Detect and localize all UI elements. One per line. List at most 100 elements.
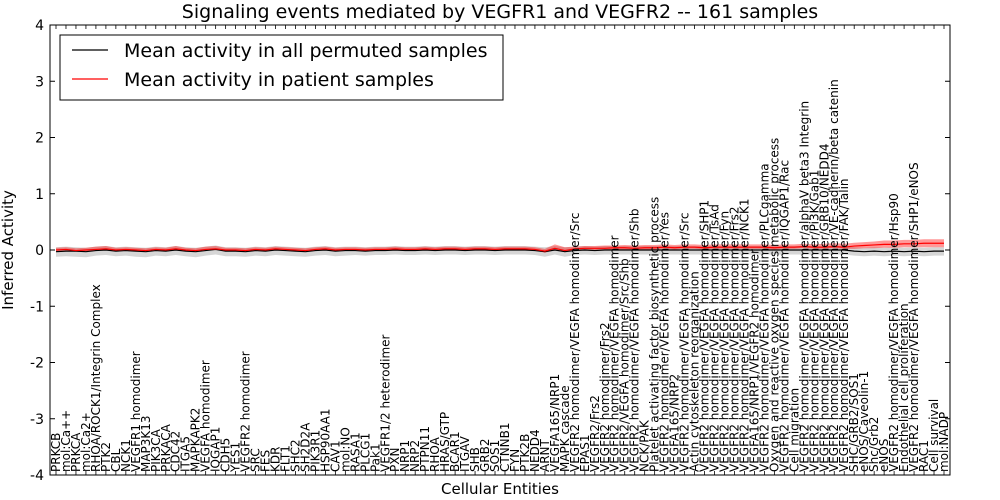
x-category-label: VEGFR2 homodimer/Frs2 [598, 322, 612, 472]
x-category-label: mol:Ca++ [59, 410, 73, 472]
x-category-label: PLCG1 [358, 433, 372, 472]
x-category-label: RAC1 [917, 440, 931, 472]
x-category-label: CDH5 [219, 438, 233, 472]
x-category-label: VEGFR2/VEGFA homodimer/Src/Shb [618, 258, 632, 472]
x-category-label: RHOA/ROCK1/Integrin Complex [89, 284, 103, 472]
x-category-label: FLT1 [278, 445, 292, 472]
x-category-label: Pak1 [368, 443, 382, 472]
x-category-label: SHC2 [288, 439, 302, 472]
x-category-label: CBL [109, 448, 123, 472]
legend: Mean activity in all permuted samples Me… [59, 34, 504, 101]
x-category-label: VEGFR2/Frs2 [588, 395, 602, 472]
x-category-label: Cell migration [787, 388, 801, 472]
x-category-label: Cell survival [927, 399, 941, 472]
x-category-label: PIK3CA [149, 428, 163, 472]
y-tick-label: -3 [30, 412, 44, 428]
x-category-label: SOS1 [488, 440, 502, 472]
x-category-label: VEGFA homodimer [199, 360, 213, 472]
y-tick-label: 3 [35, 74, 44, 90]
x-category-label: GRB2 [478, 438, 492, 472]
x-category-label: VEGFR2 homodimer/VEGFA homodimer [608, 235, 622, 472]
x-category-label: VEGFA165/NRP1 [548, 374, 562, 472]
x-category-label: NCK1 [119, 439, 133, 472]
x-category-label: Shc/Grb2 [867, 417, 881, 472]
x-category-label: VEGFR2 homodimer/VEGFA homodimer/FAK/Tal… [837, 178, 851, 472]
series-line-patient [55, 242, 944, 252]
x-category-label: YES1 [229, 442, 243, 473]
x-category-label: EPAS1 [578, 434, 592, 472]
x-category-label: VEGFR2 homodimer/VEGFA homodimer/GRB10/N… [817, 143, 831, 472]
x-category-label: SH2D2A [298, 422, 312, 472]
x-category-label: ARNT [538, 438, 552, 472]
x-category-label: VEGFR2 homodimer/VEGFA homodimer/Pi3K/Ga… [807, 170, 821, 472]
x-category-label: VEGFR2 homodimer/VEGFA homodimer/Shb [628, 209, 642, 473]
x-category-label: Platelet activating factor biosynthetic … [648, 197, 662, 472]
x-category-label: PRKACA [159, 423, 173, 472]
x-category-label: PXN [388, 448, 402, 472]
x-category-label: VEGFR1 homodimer [129, 351, 143, 472]
x-category-label: VEGFR2 homodimer/VEGFA homodimer/Fyn [717, 211, 731, 472]
x-axis-category-labels: PRKCBmol:Ca++PRKCAmol:Ca2+RHOA/ROCK1/Int… [49, 25, 951, 475]
x-category-label: VEGFR2 homodimer/VEGFA homodimer/Src [678, 212, 692, 472]
x-category-label: BCAR1 [448, 431, 462, 472]
x-category-label: MAPK cascade [558, 385, 572, 472]
y-tick-label: -2 [30, 356, 44, 372]
x-category-label: Endothelial cell proliferation [897, 303, 911, 472]
y-tick-label: 1 [35, 187, 44, 203]
x-category-label: HSP90AA1 [318, 408, 332, 472]
x-category-label: PRKCA [69, 432, 83, 472]
x-category-label: FYN [508, 449, 522, 472]
y-tick-label: 2 [35, 131, 44, 147]
x-category-label: VEGFR2 homodimer [239, 351, 253, 472]
x-category-label: RHOA [428, 436, 442, 472]
x-category-label: VEGFR2 homodimer/VEGFA homodimer/Frs2 [727, 207, 741, 473]
x-category-label: mol:Ca2+ [79, 412, 93, 472]
x-category-label: NRP1 [398, 440, 412, 472]
x-category-label: HRAS/GTP [438, 412, 452, 472]
y-axis-label: Inferred Activity [0, 190, 17, 310]
x-category-label: VEGFR2 homodimer/VEGFA homodimer/Hsp90 [887, 193, 901, 472]
x-category-label: VEGFA165/NRP1/VEGFR2 homodimer [747, 249, 761, 472]
x-category-label: CTNNB1 [498, 422, 512, 472]
y-tick-label: 0 [35, 243, 44, 259]
y-tick-label: -4 [30, 468, 44, 484]
x-category-label: SRC [249, 448, 263, 472]
x-category-label: ITGA5 [179, 436, 193, 472]
x-category-label: VEGFR1/2 heterodimer [378, 334, 392, 472]
x-category-label: PTK2 [99, 442, 113, 472]
lines-layer [55, 242, 944, 253]
x-category-label: VEGFR2 homodimer/VEGFA homodimer/TsAd [708, 204, 722, 472]
x-category-label: mol:NO [338, 427, 352, 472]
x-category-label: VEGFR2 homodimer/VEGFA homodimer/SHP1 [698, 200, 712, 472]
x-category-label: VEGFR2 homodimer/VEGFA homodimer/NCK1 [737, 198, 751, 472]
chart-title: Signaling events mediated by VEGFR1 and … [182, 1, 818, 23]
x-category-label: mol:NADP [937, 412, 951, 472]
x-axis-label: Cellular Entities [441, 480, 559, 498]
y-axis: -4 -3 -2 -1 0 1 2 3 4 [30, 18, 950, 484]
x-category-label: VEGFR2 homodimer/VEGFA homodimer/Src [568, 212, 582, 472]
x-category-label: eNOS [877, 439, 891, 472]
y-tick-label: 4 [35, 18, 44, 34]
plot-frame [49, 24, 951, 476]
legend-label-patient: Mean activity in patient samples [124, 69, 434, 91]
x-category-label: KDR [269, 447, 283, 472]
x-category-label: RASA1 [348, 432, 362, 472]
x-category-label: VEGFR2 homodimer/VEGFA homodimer/PLCgamm… [757, 163, 771, 472]
x-category-label: SHB [468, 447, 482, 472]
x-category-label: NRP2 [408, 440, 422, 472]
x-category-label: PRKCB [49, 433, 63, 472]
x-category-label: VEGFA165/NRP2 [668, 374, 682, 472]
series-line-permuted [55, 248, 944, 253]
x-category-label: SHC/GRB2/SOS1 [847, 373, 861, 472]
x-category-label: VEGFR2 homodimer/VEGFA homodimer/alphaV … [797, 101, 811, 472]
x-category-label: VEGFR2 homodimer/VEGFA homodimer/VE-cadh… [827, 79, 841, 472]
x-category-label: MAPKAPK2 [189, 408, 203, 472]
x-category-label: NEDD4 [528, 429, 542, 472]
y-tick-label: -1 [30, 299, 44, 315]
x-category-label: PIK3R1 [308, 430, 322, 472]
x-category-label: VEGFR2 homodimer/VEGFA homodimer/IQGAP1/… [777, 160, 791, 472]
legend-label-permuted: Mean activity in all permuted samples [124, 40, 487, 62]
x-category-label: CAV1 [328, 440, 342, 472]
x-category-label: ITGAV [458, 435, 472, 472]
x-category-label: FES [259, 450, 273, 472]
